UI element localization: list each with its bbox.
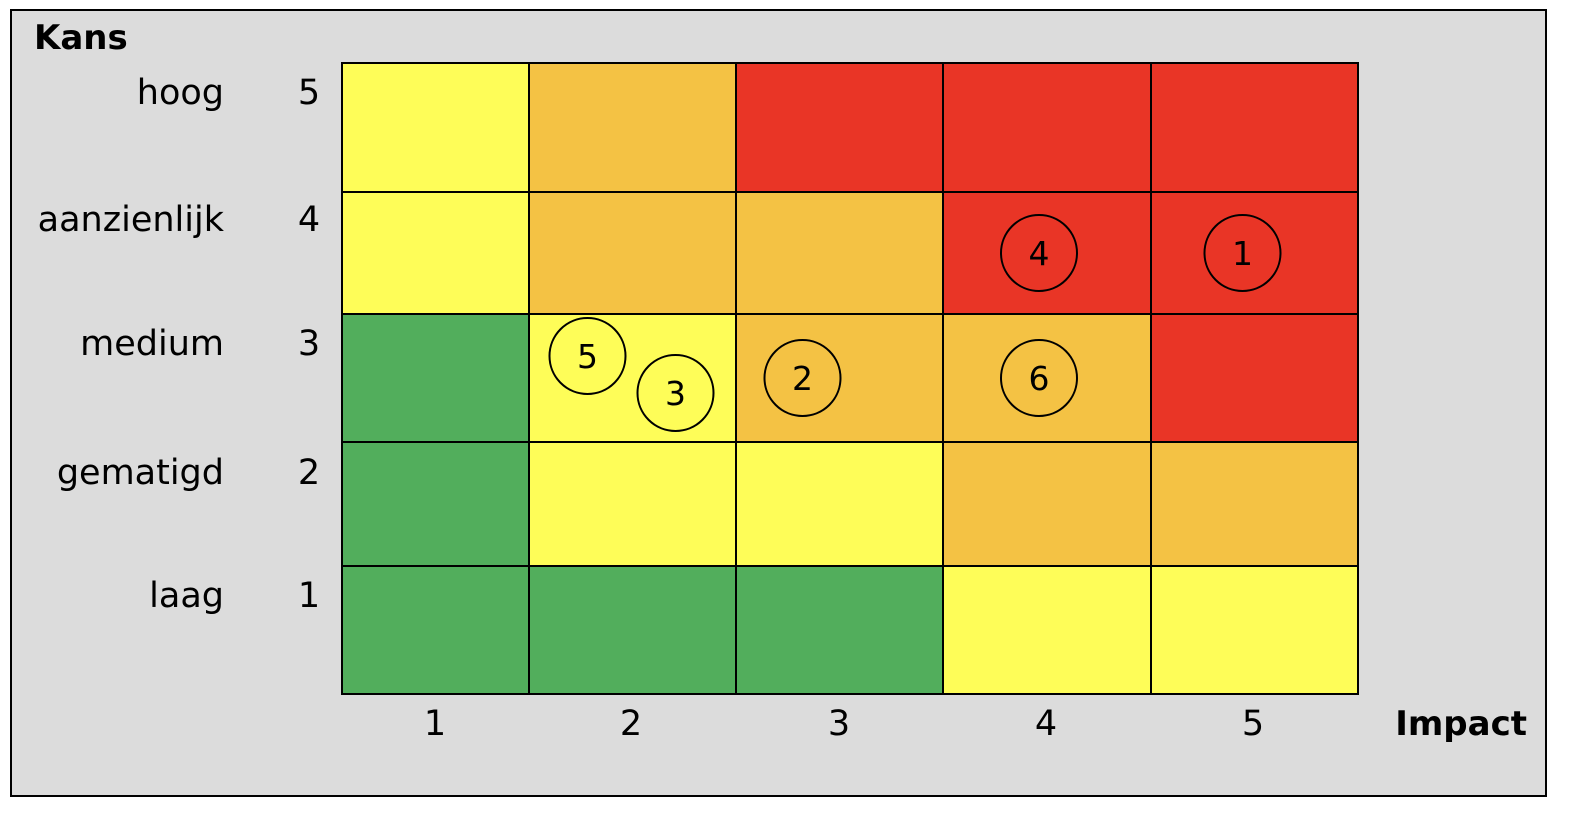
y-tick-label-3: 3 (298, 324, 320, 364)
risk-marker-label-4: 4 (1029, 234, 1050, 273)
heatmap-cells (341, 62, 1359, 695)
heatmap-cell-kans4-impact1 (341, 191, 530, 315)
y-tick-label-5: 5 (298, 73, 320, 113)
x-tick-label-3: 3 (828, 704, 850, 744)
y-level-name-4: aanzienlijk (38, 200, 225, 240)
y-tick-label-2: 2 (298, 453, 320, 493)
x-tick-label-4: 4 (1035, 704, 1057, 744)
x-tick-label-2: 2 (620, 704, 642, 744)
heatmap-cell-kans4-impact4 (942, 191, 1152, 315)
y-tick-label-4: 4 (298, 200, 320, 240)
risk-marker-circle-6 (1000, 339, 1078, 417)
y-axis-title: Kans (34, 18, 128, 58)
heatmap-border (341, 62, 1359, 695)
risk-marker-1: 1 (1203, 214, 1282, 292)
risk-marker-5: 5 (548, 317, 627, 395)
heatmap-cell-kans3-impact1 (341, 313, 530, 443)
heatmap-cell-kans5-impact2 (528, 62, 737, 193)
heatmap-cell-kans1-impact3 (735, 565, 944, 695)
y-level-name-3: medium (80, 324, 224, 364)
y-tick-label-1: 1 (298, 576, 320, 616)
heatmap-cell-kans3-impact2 (528, 313, 737, 443)
risk-marker-label-2: 2 (792, 359, 813, 398)
heatmap-cell-kans1-impact2 (528, 565, 737, 695)
heatmap-cell-kans5-impact1 (341, 62, 530, 193)
risk-marker-label-3: 3 (665, 374, 686, 413)
heatmap-cell-kans2-impact5 (1150, 441, 1359, 567)
risk-marker-label-5: 5 (577, 337, 598, 376)
heatmap-cell-kans2-impact3 (735, 441, 944, 567)
heatmap-cell-kans1-impact4 (942, 565, 1152, 695)
risk-markers: 1 2 3 5 4 6 (548, 214, 1282, 432)
heatmap-cell-kans4-impact5 (1150, 191, 1359, 315)
risk-marker-circle-3 (636, 354, 715, 432)
risk-marker-circle-5 (548, 317, 627, 395)
x-tick-label-5: 5 (1242, 704, 1264, 744)
x-axis-title: Impact (1395, 704, 1527, 744)
heatmap-cell-kans2-impact4 (942, 441, 1152, 567)
y-level-name-5: hoog (137, 73, 224, 113)
axis-labels: laag gematigd medium aanzienlijk hoog 1 2 3 4 5 1 2… (38, 73, 1264, 744)
heatmap-cell-kans1-impact5 (1150, 565, 1359, 695)
risk-marker-circle-1 (1203, 214, 1282, 292)
x-tick-label-1: 1 (424, 704, 446, 744)
risk-marker-3: 3 (636, 354, 715, 432)
heatmap-cell-kans5-impact5 (1150, 62, 1359, 193)
y-level-name-1: laag (149, 576, 224, 616)
heatmap-cell-kans2-impact1 (341, 441, 530, 567)
risk-marker-6: 6 (1000, 339, 1078, 417)
heatmap-cell-kans4-impact2 (528, 191, 737, 315)
risk-marker-2: 2 (763, 339, 842, 417)
heatmap-cell-kans5-impact4 (942, 62, 1152, 193)
risk-marker-circle-2 (763, 339, 842, 417)
heatmap-cell-kans1-impact1 (341, 565, 530, 695)
heatmap-cell-kans4-impact3 (735, 191, 944, 315)
heatmap-cell-kans2-impact2 (528, 441, 737, 567)
heatmap-cell-kans5-impact3 (735, 62, 944, 193)
heatmap-cell-kans3-impact5 (1150, 313, 1359, 443)
risk-marker-label-6: 6 (1029, 359, 1050, 398)
y-level-name-2: gematigd (57, 453, 224, 493)
risk-marker-4: 4 (1000, 214, 1078, 292)
risk-marker-label-1: 1 (1232, 234, 1253, 273)
risk-marker-circle-4 (1000, 214, 1078, 292)
